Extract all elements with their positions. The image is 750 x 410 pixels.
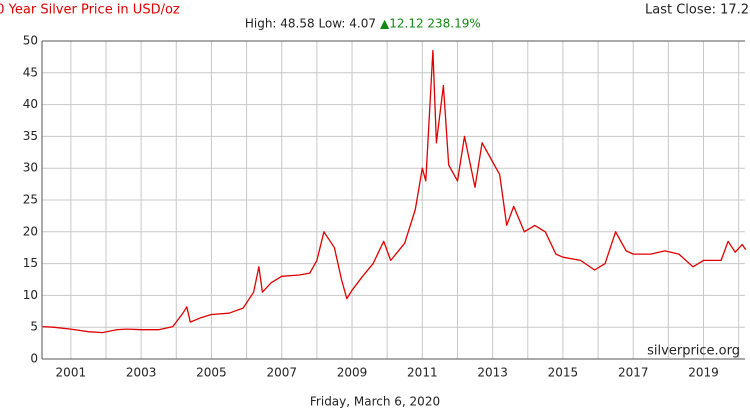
x-tick-label: 2017: [618, 366, 649, 380]
y-tick-label: 45: [23, 65, 38, 79]
x-tick-label: 2015: [548, 366, 579, 380]
y-tick-label: 10: [23, 288, 38, 302]
y-tick-label: 40: [23, 97, 38, 111]
x-tick-label: 2005: [196, 366, 227, 380]
watermark: silverprice.org: [647, 344, 740, 359]
y-tick-label: 20: [23, 224, 38, 238]
x-tick-label: 2009: [337, 366, 368, 380]
x-tick-label: 2013: [477, 366, 508, 380]
last-close: Last Close: 17.2: [645, 3, 749, 18]
y-tick-label: 5: [30, 320, 38, 334]
date-label: Friday, March 6, 2020: [310, 395, 440, 409]
y-tick-label: 25: [23, 193, 38, 207]
change: ▲12.12 238.19%: [380, 17, 481, 31]
x-tick-label: 2001: [56, 366, 87, 380]
stats: High: 48.58 Low: 4.07: [245, 17, 376, 31]
x-tick-label: 2003: [126, 366, 157, 380]
x-tick-label: 2007: [266, 366, 297, 380]
x-tick-label: 2011: [407, 366, 438, 380]
plot-area: 0 5 10 15 20 25 30 35 40 45 50 2001 2003 2005 2007 2009…: [23, 34, 747, 380]
y-tick-label: 35: [23, 129, 38, 143]
y-tick-label: 0: [30, 352, 38, 366]
y-tick-label: 15: [23, 256, 38, 270]
y-tick-label: 50: [23, 34, 38, 48]
price-line: [42, 49, 747, 334]
y-tick-label: 30: [23, 161, 38, 175]
x-tick-label: 2019: [688, 366, 719, 380]
chart-title: 20 Year Silver Price in USD/oz: [0, 3, 180, 18]
